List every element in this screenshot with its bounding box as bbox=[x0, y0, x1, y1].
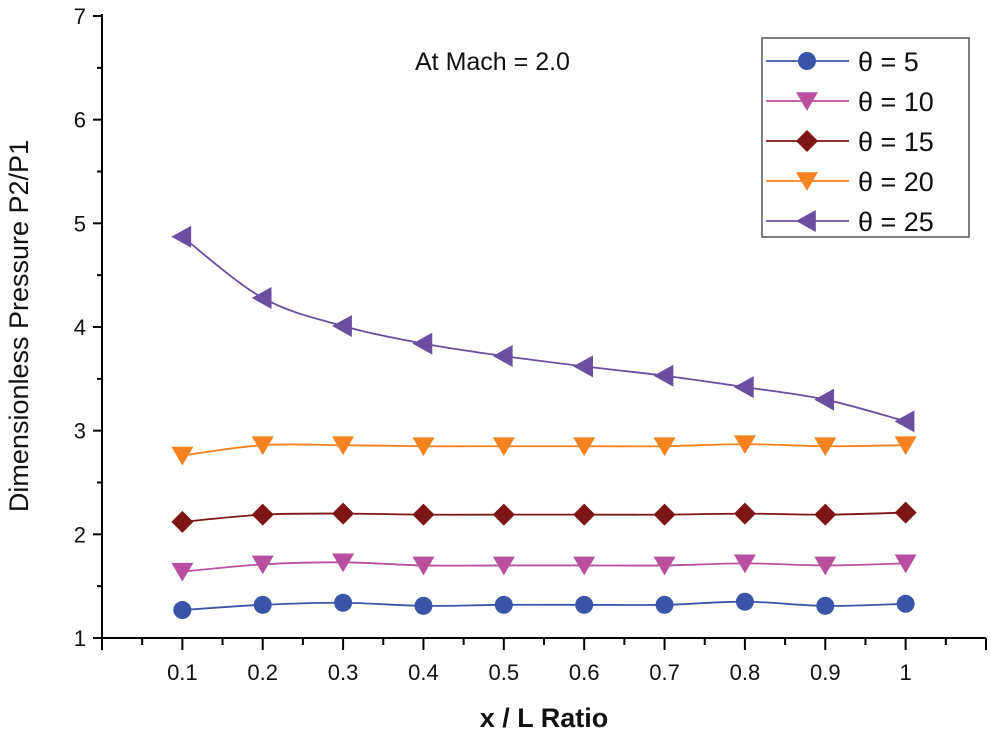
data-point bbox=[573, 355, 593, 378]
data-point bbox=[735, 592, 754, 611]
series-theta-25 bbox=[171, 225, 915, 433]
axes: 0.1 0.2 0.3 0.4 0.5 0.6 0.7 0.8 0.9 1 1 2 3 4 5 6 7 bbox=[74, 4, 987, 685]
y-tick-label: 4 bbox=[74, 315, 86, 340]
y-tick-label: 6 bbox=[74, 108, 86, 133]
data-point bbox=[573, 556, 596, 576]
data-point bbox=[896, 594, 915, 613]
legend-marker bbox=[796, 172, 818, 191]
data-point bbox=[655, 595, 674, 614]
data-point bbox=[173, 601, 192, 620]
data-point bbox=[332, 502, 355, 525]
data-point bbox=[332, 314, 352, 337]
data-point bbox=[251, 436, 274, 456]
data-point bbox=[814, 503, 837, 526]
data-point bbox=[573, 503, 596, 526]
legend-label: θ = 15 bbox=[858, 127, 934, 157]
series-line bbox=[182, 600, 906, 611]
data-point bbox=[816, 596, 835, 615]
x-tick-label: 0.8 bbox=[730, 660, 761, 685]
data-point bbox=[171, 225, 192, 248]
data-point bbox=[733, 435, 756, 455]
legend-marker bbox=[796, 210, 816, 232]
data-point bbox=[573, 437, 596, 457]
x-tick-label: 0.4 bbox=[408, 660, 439, 685]
y-tick-label: 1 bbox=[74, 626, 86, 651]
data-point bbox=[171, 446, 194, 466]
data-point bbox=[492, 345, 513, 368]
series-theta-15 bbox=[171, 501, 917, 533]
legend: θ = 5 θ = 10 θ = 15 θ = 20 θ = 25 bbox=[761, 37, 970, 238]
y-axis-title: Dimensionless Pressure P2/P1 bbox=[4, 140, 34, 512]
x-tick-label: 0.5 bbox=[489, 660, 520, 685]
data-point bbox=[492, 556, 515, 576]
data-point bbox=[653, 556, 676, 576]
data-point bbox=[894, 501, 917, 524]
data-point bbox=[575, 595, 594, 614]
x-tick-label: 0.1 bbox=[167, 660, 198, 685]
x-axis-title: x / L Ratio bbox=[480, 703, 609, 733]
data-point bbox=[412, 437, 435, 457]
series-line bbox=[182, 511, 906, 523]
data-point bbox=[494, 595, 513, 614]
legend-label: θ = 20 bbox=[858, 167, 934, 197]
y-tick-label: 3 bbox=[74, 419, 86, 444]
data-point bbox=[251, 555, 274, 575]
data-point bbox=[334, 593, 353, 612]
legend-label: θ = 5 bbox=[858, 47, 919, 77]
series-theta-5 bbox=[173, 592, 915, 620]
series-line bbox=[182, 443, 906, 457]
x-tick-label: 0.3 bbox=[328, 660, 359, 685]
data-point bbox=[492, 437, 515, 457]
x-tick-label: 0.2 bbox=[247, 660, 278, 685]
legend-label: θ = 25 bbox=[858, 207, 934, 237]
data-point bbox=[251, 503, 274, 526]
y-tick-label: 7 bbox=[74, 4, 86, 29]
data-point bbox=[332, 553, 355, 573]
data-point bbox=[814, 556, 837, 576]
y-tick-label: 5 bbox=[74, 211, 86, 236]
x-tick-label: 0.6 bbox=[569, 660, 600, 685]
data-point bbox=[653, 364, 674, 387]
data-point bbox=[171, 562, 194, 582]
data-point bbox=[412, 332, 433, 355]
data-point bbox=[251, 286, 272, 309]
series-line bbox=[181, 236, 906, 423]
y-tick-label: 2 bbox=[74, 522, 86, 547]
x-tick-label: 0.7 bbox=[649, 660, 680, 685]
series-group bbox=[171, 225, 917, 620]
x-tick-label: 0.9 bbox=[810, 660, 841, 685]
series-line bbox=[182, 561, 906, 573]
data-point bbox=[492, 503, 515, 526]
data-point bbox=[733, 376, 754, 399]
data-point bbox=[412, 503, 435, 526]
data-point bbox=[171, 510, 194, 533]
legend-marker bbox=[798, 52, 816, 70]
data-point bbox=[412, 556, 435, 576]
data-point bbox=[894, 410, 915, 433]
data-point bbox=[653, 437, 676, 457]
series-theta-10 bbox=[171, 553, 917, 582]
legend-box bbox=[761, 37, 970, 238]
x-tick-label: 1 bbox=[900, 660, 912, 685]
data-point bbox=[894, 436, 917, 456]
data-point bbox=[653, 503, 676, 526]
legend-marker bbox=[796, 130, 818, 152]
data-point bbox=[332, 436, 355, 456]
data-point bbox=[414, 596, 433, 615]
data-point bbox=[733, 502, 756, 525]
series-theta-20 bbox=[171, 435, 917, 466]
data-point bbox=[894, 554, 917, 574]
data-point bbox=[253, 595, 272, 614]
legend-label: θ = 10 bbox=[858, 87, 934, 117]
data-point bbox=[814, 388, 835, 411]
data-point bbox=[733, 554, 756, 574]
data-point bbox=[814, 437, 837, 457]
annotation-mach: At Mach = 2.0 bbox=[415, 48, 570, 76]
legend-marker bbox=[796, 92, 818, 111]
